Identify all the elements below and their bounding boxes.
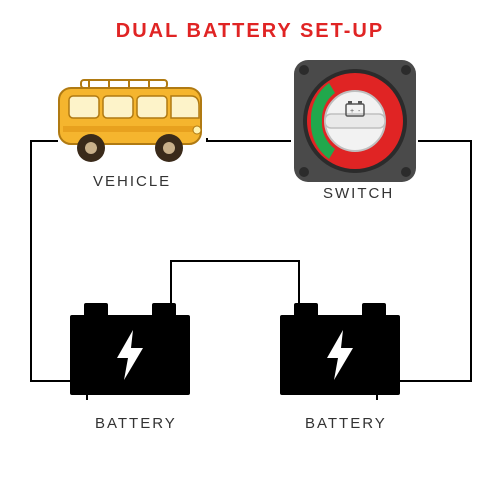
diagram-canvas: DUAL BATTERY SET-UP: [0, 0, 500, 500]
battery-2-icon: +−: [280, 315, 400, 395]
battery-2-label: BATTERY: [305, 415, 387, 432]
battery-switch-icon: + -: [290, 56, 420, 186]
wire-segment: [30, 140, 58, 142]
battery-1-icon: +−: [70, 315, 190, 395]
vehicle-label: VEHICLE: [93, 173, 171, 190]
lightning-icon: [323, 330, 357, 380]
wire-segment: [206, 140, 291, 142]
diagram-title: DUAL BATTERY SET-UP: [0, 20, 500, 43]
vehicle-icon: [55, 70, 205, 170]
switch-label: SWITCH: [323, 185, 394, 202]
battery-1-label: BATTERY: [95, 415, 177, 432]
wire-segment: [30, 140, 32, 380]
wire-segment: [206, 138, 208, 142]
wire-segment: [418, 140, 472, 142]
lightning-icon: [113, 330, 147, 380]
wire-segment: [470, 140, 472, 380]
wire-segment: [170, 260, 300, 262]
svg-text:+: +: [350, 108, 354, 115]
